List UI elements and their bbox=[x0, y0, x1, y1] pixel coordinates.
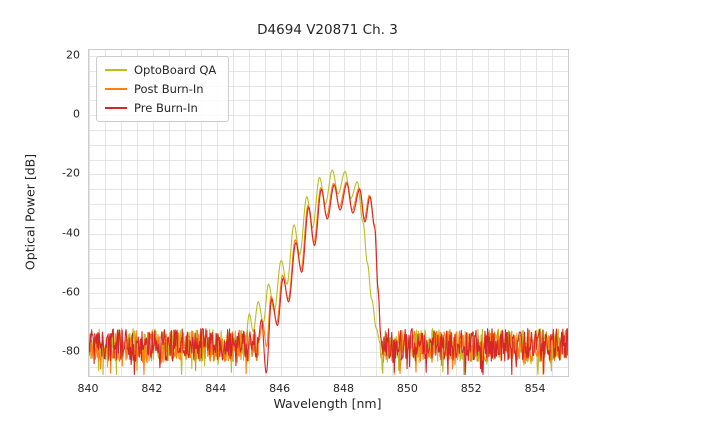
y-axis-label: Optical Power [dB] bbox=[22, 153, 38, 271]
legend-line-swatch bbox=[105, 88, 127, 90]
chart-title: D4694 V20871 Ch. 3 bbox=[257, 22, 398, 38]
y-tick-label: 0 bbox=[73, 107, 80, 121]
legend-item: OptoBoard QA bbox=[105, 63, 216, 77]
x-axis-label: Wavelength [nm] bbox=[273, 396, 382, 411]
x-tick-label: 840 bbox=[77, 382, 99, 395]
legend-label: Post Burn-In bbox=[134, 82, 204, 96]
legend: OptoBoard QA Post Burn-In Pre Burn-In bbox=[96, 56, 230, 122]
legend-label: Pre Burn-In bbox=[134, 101, 198, 115]
y-tick-label: -40 bbox=[62, 226, 80, 240]
legend-line-swatch bbox=[105, 69, 127, 71]
plot-area: OptoBoard QA Post Burn-In Pre Burn-In bbox=[88, 49, 569, 377]
legend-line-swatch bbox=[105, 107, 127, 109]
y-tick-label: 20 bbox=[66, 48, 80, 62]
legend-item: Pre Burn-In bbox=[105, 101, 216, 115]
legend-label: OptoBoard QA bbox=[134, 63, 217, 77]
x-tick-label: 848 bbox=[332, 382, 354, 395]
y-tick-label: -80 bbox=[62, 344, 80, 358]
x-tick-label: 846 bbox=[269, 382, 291, 395]
legend-item: Post Burn-In bbox=[105, 82, 216, 96]
x-tick-label: 854 bbox=[524, 382, 546, 395]
x-tick-label: 844 bbox=[205, 382, 227, 395]
x-tick-label: 852 bbox=[460, 382, 482, 395]
x-tick-label: 850 bbox=[396, 382, 418, 395]
y-tick-label: -20 bbox=[62, 166, 80, 180]
x-tick-label: 842 bbox=[141, 382, 163, 395]
y-tick-label: -60 bbox=[62, 285, 80, 299]
